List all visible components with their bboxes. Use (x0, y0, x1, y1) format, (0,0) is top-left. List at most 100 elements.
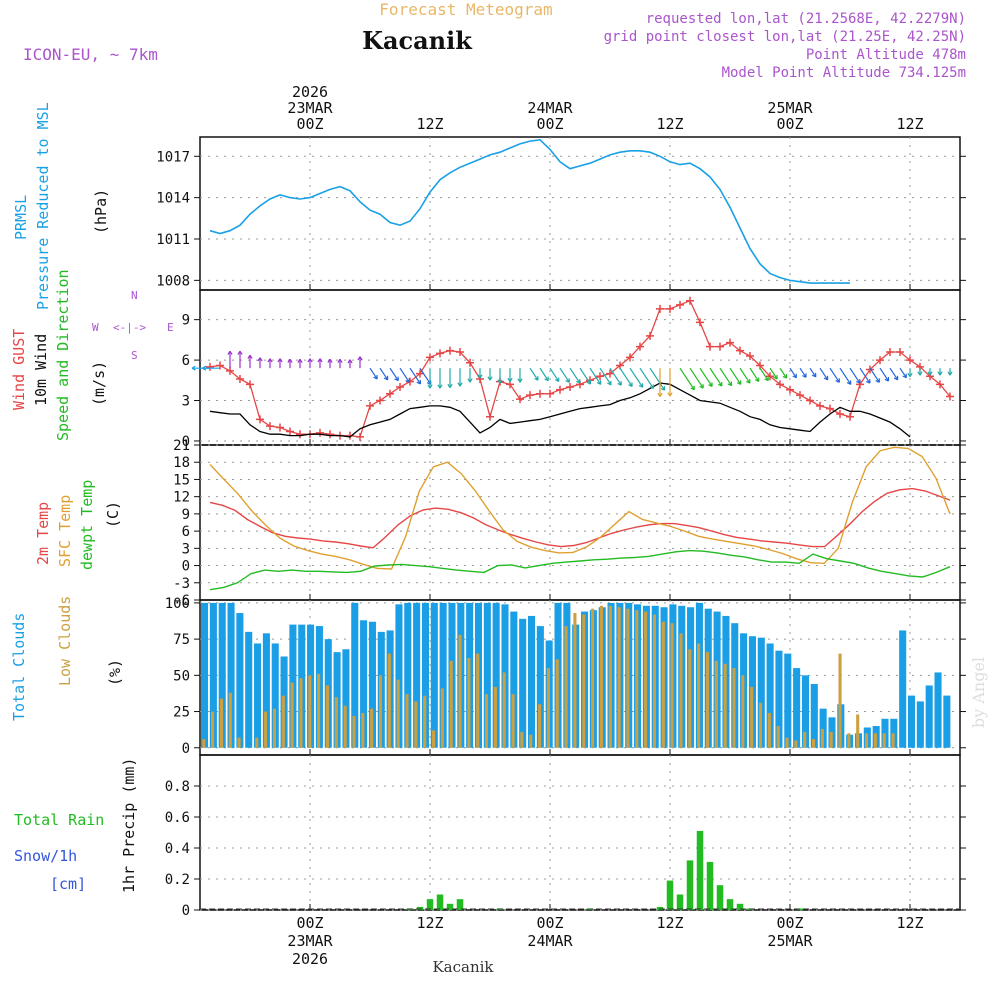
location-title: Kacanik (362, 26, 473, 55)
dewpt-line (209, 549, 951, 591)
low-cloud-bar (820, 728, 824, 748)
gust-marker (806, 396, 814, 405)
wind-arrow-head (477, 374, 483, 379)
gust-marker (766, 372, 774, 381)
wind-arrow-shaft (749, 367, 760, 382)
wind-arrow-head (835, 378, 840, 383)
wind-arrow-shaft (729, 367, 742, 385)
bottom-axis-label: 12Z (896, 914, 923, 932)
gust-marker (946, 392, 954, 401)
low-cloud-bar (670, 623, 674, 748)
pressure-ytick-label: 1011 (156, 232, 190, 248)
wind-arrow-head (554, 377, 560, 382)
wind-arrow-head (416, 379, 422, 385)
gust-marker (646, 331, 654, 340)
gust-marker (876, 356, 884, 365)
wind-arrow-head (287, 358, 293, 363)
compass-arrows: <-|-> (113, 321, 146, 334)
top-axis-label: 25MAR (767, 99, 813, 117)
wind-compass-icon: W <-|-> E N S (92, 289, 174, 362)
total-cloud-bar (510, 611, 518, 748)
model-label: ICON-EU, ~ 7km (23, 45, 158, 64)
total-cloud-bar (395, 604, 403, 748)
top-axis-label: 24MAR (527, 99, 573, 117)
wind-arrow-head (383, 375, 389, 381)
wind-arrow-shaft (539, 367, 549, 381)
wind-arrow-head (507, 377, 513, 382)
wind-arrow-head (667, 392, 673, 397)
low-cloud-bar (723, 663, 727, 748)
gust-marker (686, 296, 694, 305)
wind-arrow-shaft (789, 367, 797, 379)
wind-arrow-shaft (379, 367, 389, 381)
wind-arrow-head (394, 376, 399, 382)
wind-arrow-shaft (739, 367, 751, 384)
total-cloud-bar (236, 613, 244, 748)
compass-south: S (131, 349, 138, 362)
gust-marker (246, 380, 254, 389)
wind-arrow-shaft (579, 367, 591, 385)
gust-marker (826, 404, 834, 413)
wind-arrow-head (917, 371, 923, 376)
wind-arrow-head (307, 358, 313, 363)
low-cloud-bar (237, 737, 241, 748)
rain-bar (726, 899, 734, 910)
wind-arrow-head (596, 380, 602, 385)
wind-arrow-shaft (799, 367, 807, 378)
low-cloud-bar (343, 705, 347, 748)
snow-unit-label: [cm] (50, 875, 86, 893)
wind-arrow-shaft (609, 367, 622, 386)
gust-marker (286, 427, 294, 436)
wind-arrow-shaft (809, 367, 817, 378)
gust-marker (226, 366, 234, 375)
low-cloud-bar (440, 688, 444, 748)
gust-marker (786, 385, 794, 394)
low-cloud-bar (458, 634, 462, 748)
clouds-panel: 0 25 50 75 100 (165, 596, 966, 757)
gust-marker (526, 391, 534, 400)
dewpt-label: dewpt Temp (78, 480, 96, 570)
wind-arrow-head (517, 378, 523, 383)
pressure-ytick-label: 1014 (156, 191, 190, 207)
clouds-unit: (%) (106, 659, 124, 686)
low-cloud-bar (741, 675, 745, 748)
t2m-line (209, 487, 951, 549)
wind-arrow-head (746, 379, 751, 384)
wind-arrow-head (297, 358, 303, 363)
gust-marker (596, 372, 604, 381)
wind-arrow-head (699, 384, 704, 389)
wind-arrow-head (690, 385, 695, 391)
wind-arrow-head (884, 376, 890, 382)
low-cloud-bar (308, 675, 312, 748)
wind-arrow-shaft (389, 367, 399, 381)
total-cloud-bar (421, 602, 429, 748)
gust-marker (456, 348, 464, 356)
total-cloud-bar (819, 708, 827, 748)
wind-arrow-head (736, 380, 742, 385)
temperature-ytick-label: 21 (173, 438, 190, 454)
wind-arrow-head (893, 375, 899, 381)
low-cloud-bar (414, 701, 418, 748)
low-cloud-bar (697, 643, 701, 748)
total-cloud-bar (925, 685, 933, 748)
gust-marker (846, 412, 854, 421)
low-cloud-bar (847, 733, 851, 748)
rain-bar (716, 885, 724, 910)
wind-arrow-head (576, 379, 581, 384)
low-cloud-bar (635, 610, 639, 748)
gust-marker (256, 415, 264, 424)
pressure-ytick-label: 1008 (156, 273, 190, 289)
gust-marker (736, 346, 744, 355)
pressure-unit: (hPa) (92, 189, 110, 234)
total-rain-label: Total Rain (14, 811, 104, 829)
wind-arrow-head (347, 359, 353, 364)
wind-arrow-shaft (529, 367, 539, 381)
rain-bar (456, 899, 464, 910)
top-axis-label: 2026 (292, 83, 328, 101)
temperature-ytick-label: 9 (182, 507, 190, 523)
gust-marker (936, 380, 944, 389)
wind-arrow-head (565, 378, 570, 383)
gust-marker (636, 342, 644, 351)
low-cloud-bar (211, 711, 215, 748)
gust-marker (206, 362, 214, 371)
